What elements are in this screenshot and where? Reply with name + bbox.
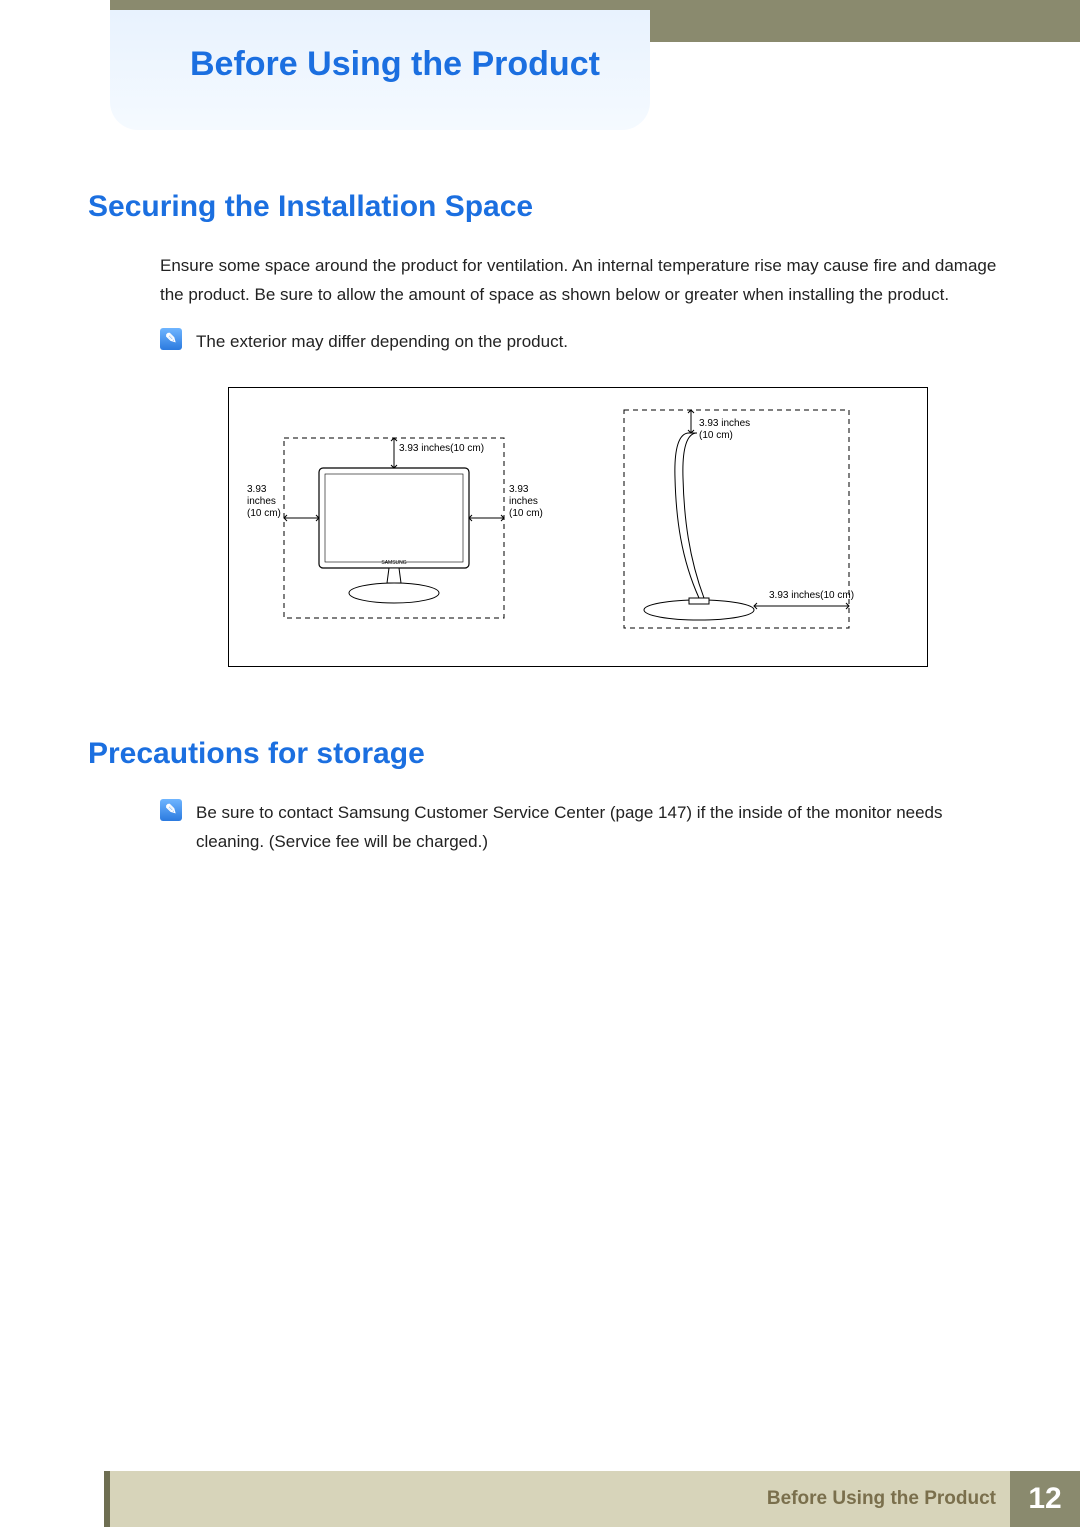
diag-label-top-side1: 3.93 inches: [699, 418, 750, 430]
note-row-2: ✎ Be sure to contact Samsung Customer Se…: [160, 799, 1010, 857]
diag-label-right3: (10 cm): [509, 508, 543, 520]
section-storage: Precautions for storage ✎ Be sure to con…: [88, 737, 1010, 857]
note-icon: ✎: [160, 799, 182, 821]
installation-body: Ensure some space around the product for…: [160, 252, 1010, 310]
diag-label-right-side: 3.93 inches(10 cm): [769, 590, 854, 602]
svg-text:SAMSUNG: SAMSUNG: [381, 560, 406, 566]
diag-label-left1: 3.93: [247, 484, 266, 496]
footer-left: Before Using the Product: [110, 1471, 1010, 1527]
header-tab: Before Using the Product: [110, 10, 650, 130]
note-row-1: ✎ The exterior may differ depending on t…: [160, 328, 1010, 357]
diag-label-right2: inches: [509, 496, 538, 508]
section-heading-storage: Precautions for storage: [88, 737, 1010, 771]
note-text-2: Be sure to contact Samsung Customer Serv…: [196, 799, 1010, 857]
section-heading-installation: Securing the Installation Space: [88, 190, 1010, 224]
page-title: Before Using the Product: [190, 45, 600, 84]
spacing-diagram: SAMSUNG: [228, 387, 928, 667]
note-text-1: The exterior may differ depending on the…: [196, 328, 568, 357]
diag-label-left2: inches: [247, 496, 276, 508]
footer-label: Before Using the Product: [767, 1488, 996, 1510]
diag-label-right1: 3.93: [509, 484, 528, 496]
diag-label-top-side2: (10 cm): [699, 430, 733, 442]
footer-page-number: 12: [1010, 1471, 1080, 1527]
page-footer: Before Using the Product 12: [110, 1471, 1080, 1527]
note-icon: ✎: [160, 328, 182, 350]
content-area: Securing the Installation Space Ensure s…: [88, 190, 1010, 886]
diag-label-left3: (10 cm): [247, 508, 281, 520]
diag-label-top-front: 3.93 inches(10 cm): [399, 443, 484, 455]
